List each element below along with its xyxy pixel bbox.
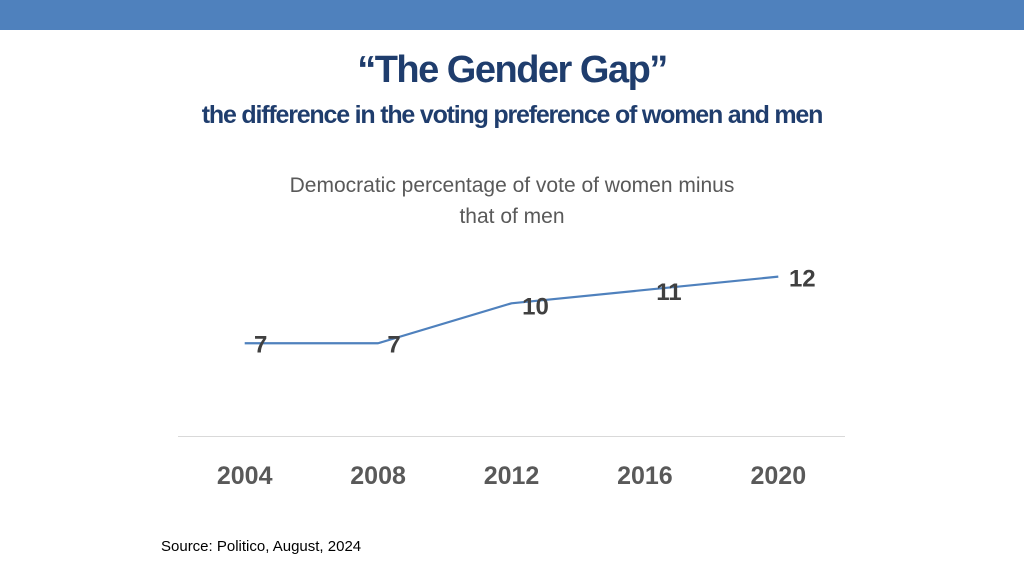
x-tick-label-2020: 2020 <box>750 462 806 490</box>
data-label-2020: 12 <box>789 266 816 293</box>
series-line-gender-gap <box>244 275 779 345</box>
data-label-2016: 11 <box>656 279 681 306</box>
x-tick-label-2016: 2016 <box>617 462 673 490</box>
x-tick-label-2012: 2012 <box>484 462 540 490</box>
data-label-2008: 7 <box>387 331 400 358</box>
chart-title-line-1: Democratic percentage of vote of women m… <box>289 174 735 197</box>
slide-title: “The Gender Gap” <box>357 49 668 91</box>
source-note: Source: Politico, August, 2024 <box>161 538 362 555</box>
data-label-2012: 10 <box>522 293 549 320</box>
x-tick-label-2008: 2008 <box>350 462 406 490</box>
data-label-2004: 7 <box>254 331 267 358</box>
top-banner-bar <box>0 0 1024 30</box>
x-tick-label-2004: 2004 <box>217 462 273 490</box>
chart-title-line-2: that of men <box>459 205 565 228</box>
chart-title: Democratic percentage of vote of women m… <box>212 170 812 232</box>
slide-subtitle: the difference in the voting preference … <box>201 101 824 129</box>
